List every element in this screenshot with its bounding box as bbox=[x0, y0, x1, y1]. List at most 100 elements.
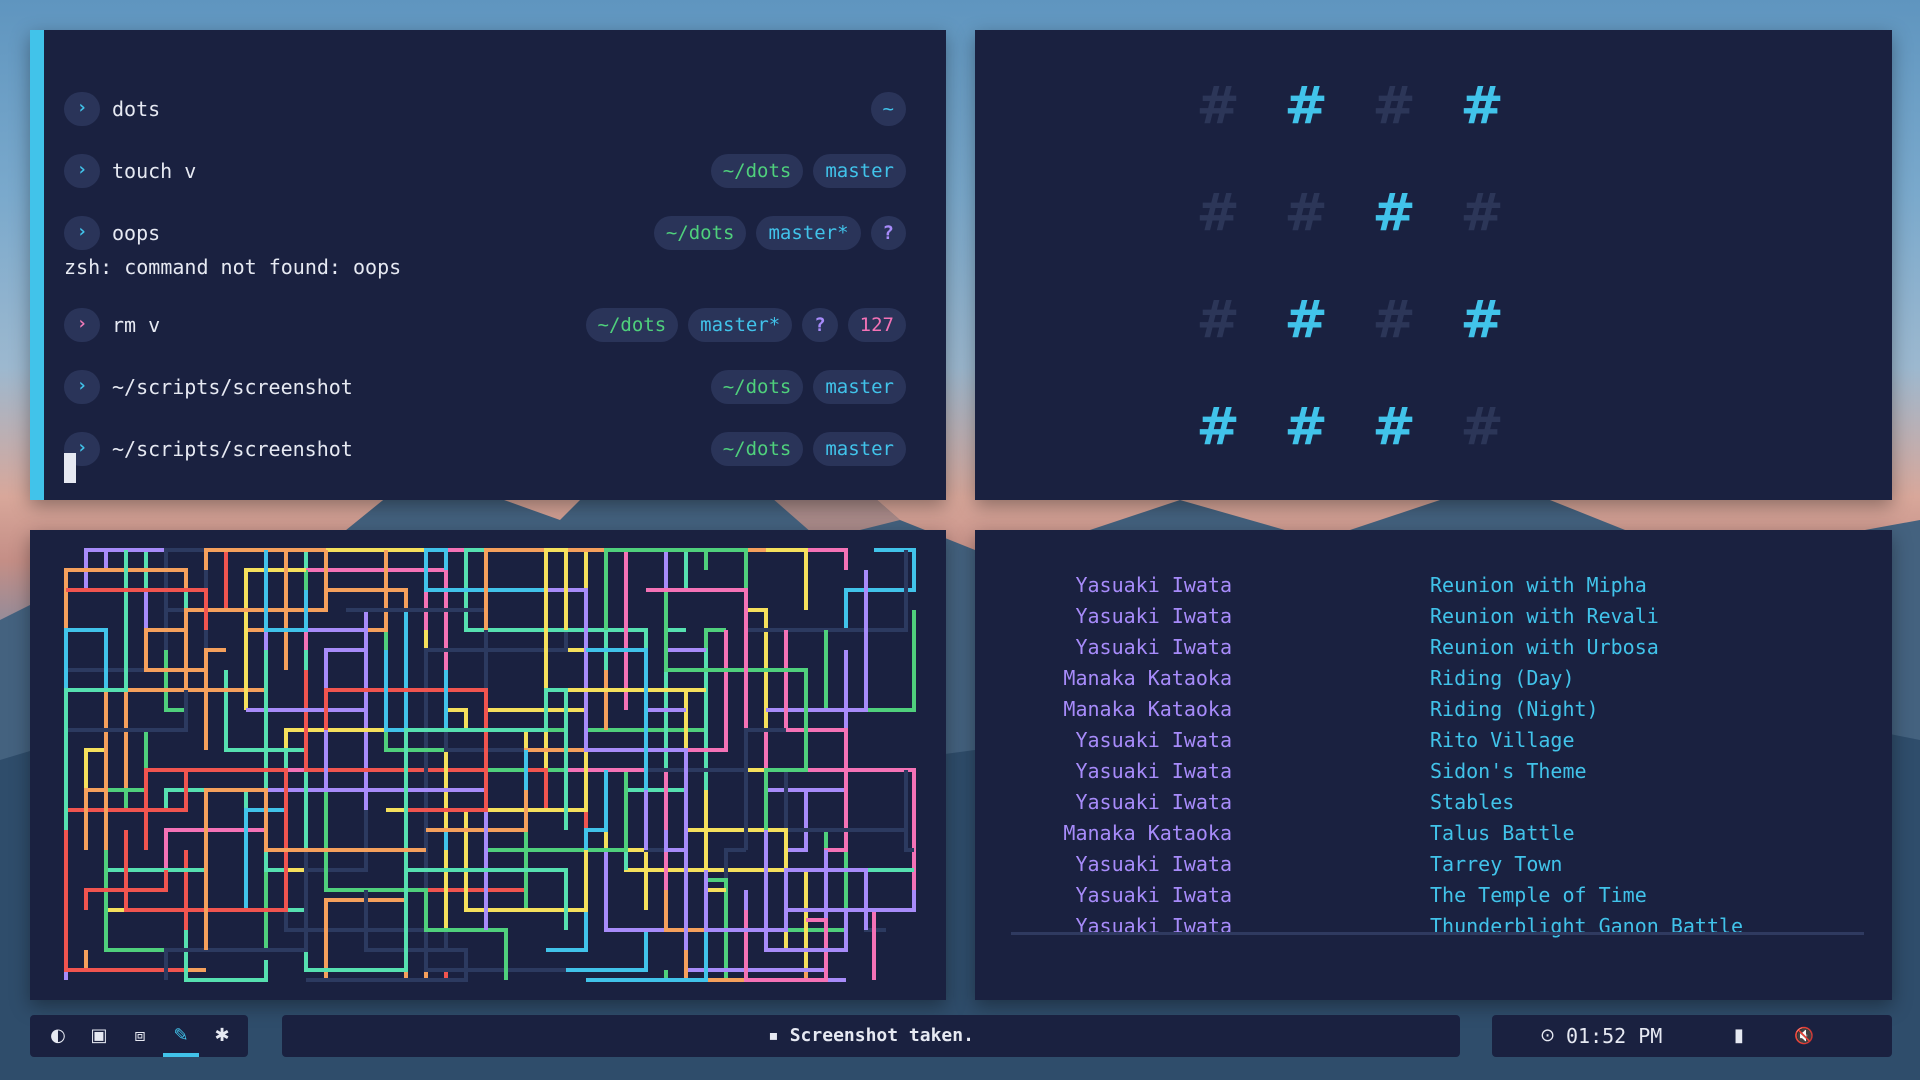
pipe-segment bbox=[426, 790, 528, 832]
pipes-screensaver-window bbox=[30, 530, 946, 1000]
terminal-icon[interactable]: ▣ bbox=[90, 1025, 108, 1046]
pipe-segment bbox=[464, 548, 608, 670]
pipe-segment bbox=[466, 588, 688, 890]
volume-muted-icon[interactable]: 🔇 bbox=[1794, 1026, 1814, 1045]
pipe-segment bbox=[546, 770, 608, 952]
binary-clock-bit: # bbox=[1284, 76, 1328, 136]
track-artist: Yasuaki Iwata bbox=[1075, 914, 1232, 938]
binary-clock-bit: # bbox=[1196, 290, 1240, 350]
pipe-segment bbox=[704, 790, 726, 892]
prompt-segments: ~/dots master bbox=[710, 432, 906, 466]
track-row[interactable]: Yasuaki Iwata Reunion with Revali bbox=[975, 601, 1892, 632]
pipe-segment bbox=[304, 868, 568, 972]
binary-clock-bit: # bbox=[1372, 76, 1416, 136]
binary-clock-bit: # bbox=[1196, 183, 1240, 243]
terminal-window[interactable]: › dots ~ › touch v ~/dots master › oops ~/dots mas… bbox=[30, 30, 946, 500]
battery-icon[interactable]: ▮ bbox=[1734, 1025, 1744, 1046]
track-artist: Manaka Kataoka bbox=[1063, 697, 1232, 721]
pipe-segment bbox=[304, 570, 528, 910]
prompt-segment-git: master* bbox=[756, 216, 861, 250]
prompt-segment-git: master bbox=[813, 370, 906, 404]
pipe-segment bbox=[844, 548, 916, 630]
binary-clock-window: # # # # # # # # # # # # # # # # bbox=[975, 30, 1892, 500]
track-artist: Manaka Kataoka bbox=[1063, 666, 1232, 690]
prompt-segment-dir: ~/dots bbox=[710, 370, 804, 404]
terminal-entry: › rm v ~/dots master*? 127 bbox=[44, 308, 946, 342]
pipe-segment bbox=[704, 628, 726, 670]
pipe-segment bbox=[164, 850, 308, 980]
prompt-segments: ~/dots master*? bbox=[653, 216, 906, 250]
progress-bar[interactable] bbox=[1011, 932, 1864, 935]
track-row[interactable]: Manaka Kataoka Riding (Night) bbox=[975, 694, 1892, 725]
clock-icon: ⊙ bbox=[1540, 1025, 1556, 1046]
command-text: oops bbox=[112, 221, 161, 245]
clock-time[interactable]: 01:52 PM bbox=[1566, 1024, 1663, 1048]
pipe-segment bbox=[424, 548, 546, 592]
moon-icon[interactable]: ◐ bbox=[50, 1025, 66, 1046]
track-title: Reunion with Mipha bbox=[1430, 573, 1647, 597]
binary-clock-bit: # bbox=[1196, 76, 1240, 136]
pipe-segment bbox=[324, 648, 488, 930]
command-text: ~/scripts/screenshot bbox=[112, 375, 353, 399]
track-row[interactable]: Yasuaki Iwata Thunderblight Ganon Battle bbox=[975, 911, 1892, 942]
prompt-segment-dir: ~/dots bbox=[710, 432, 804, 466]
asterisk-icon[interactable]: ✱ bbox=[214, 1025, 230, 1046]
track-row[interactable]: Yasuaki Iwata Tarrey Town bbox=[975, 849, 1892, 880]
pipe-segment bbox=[304, 670, 408, 870]
track-artist: Yasuaki Iwata bbox=[1075, 728, 1232, 752]
pipe-segment bbox=[306, 890, 468, 982]
track-title: Reunion with Urbosa bbox=[1430, 635, 1659, 659]
pipe-segment bbox=[764, 830, 848, 952]
pipe-segment bbox=[184, 930, 268, 982]
prompt-segment-q: ? bbox=[870, 216, 906, 250]
command-text: rm v bbox=[112, 313, 161, 337]
terminal-entry: › ~/scripts/screenshot ~/dots master bbox=[44, 432, 946, 466]
binary-clock-bit: # bbox=[1284, 290, 1328, 350]
notification-bar: ▪ Screenshot taken. bbox=[282, 1015, 1460, 1057]
prompt-segment-dir: ~/dots bbox=[710, 154, 804, 188]
command-text: touch v bbox=[112, 159, 197, 183]
pipe-segment bbox=[204, 788, 426, 950]
prompt-segments: ~/dots master bbox=[710, 370, 906, 404]
pipe-segment bbox=[864, 868, 914, 910]
binary-clock-bit: # bbox=[1196, 397, 1240, 457]
terminal-entry: › touch v ~/dots master bbox=[44, 154, 946, 188]
track-row[interactable]: Yasuaki Iwata Reunion with Urbosa bbox=[975, 632, 1892, 663]
track-row[interactable]: Manaka Kataoka Riding (Day) bbox=[975, 663, 1892, 694]
prompt-segments: ~/dots master*? 127 bbox=[585, 308, 906, 342]
prompt-segments: ~ bbox=[870, 92, 906, 126]
pipe-segment bbox=[724, 848, 746, 890]
pipe-segment bbox=[766, 570, 868, 712]
pipe-segment bbox=[204, 648, 226, 750]
prompt-segment-q: ? bbox=[802, 308, 838, 342]
track-title: Riding (Night) bbox=[1430, 697, 1599, 721]
pipe-segment bbox=[524, 748, 626, 810]
notification: ▪ Screenshot taken. bbox=[282, 1015, 1460, 1057]
pipe-segment bbox=[604, 548, 708, 590]
prompt-chevron-icon: › bbox=[64, 308, 100, 342]
prompt-segment-git: master bbox=[813, 432, 906, 466]
track-row[interactable]: Yasuaki Iwata The Temple of Time bbox=[975, 880, 1892, 911]
pipes-canvas bbox=[64, 548, 916, 982]
track-row[interactable]: Manaka Kataoka Talus Battle bbox=[975, 818, 1892, 849]
track-row[interactable]: Yasuaki Iwata Stables bbox=[975, 787, 1892, 818]
pipe-segment bbox=[786, 548, 848, 570]
brush-icon[interactable]: ✎ bbox=[163, 1015, 199, 1057]
pipe-segment bbox=[766, 630, 848, 772]
pipe-segment bbox=[626, 830, 848, 982]
prompt-chevron-icon: › bbox=[64, 92, 100, 126]
track-artist: Yasuaki Iwata bbox=[1075, 573, 1232, 597]
pipe-segment bbox=[144, 628, 208, 730]
pipe-segment bbox=[466, 548, 488, 610]
binary-clock-bit: # bbox=[1372, 290, 1416, 350]
pipe-segment bbox=[324, 730, 508, 980]
track-row[interactable]: Yasuaki Iwata Reunion with Mipha bbox=[975, 570, 1892, 601]
code-icon[interactable]: ⧈ bbox=[134, 1025, 146, 1046]
track-row[interactable]: Yasuaki Iwata Rito Village bbox=[975, 725, 1892, 756]
prompt-segment-git: master* bbox=[688, 308, 793, 342]
track-row[interactable]: Yasuaki Iwata Sidon's Theme bbox=[975, 756, 1892, 787]
music-playlist-window[interactable]: Yasuaki Iwata Reunion with Mipha Yasuaki I… bbox=[975, 530, 1892, 1000]
prompt-segment-git: master bbox=[813, 154, 906, 188]
pipe-segment bbox=[744, 890, 846, 982]
pipe-segment bbox=[544, 548, 706, 692]
